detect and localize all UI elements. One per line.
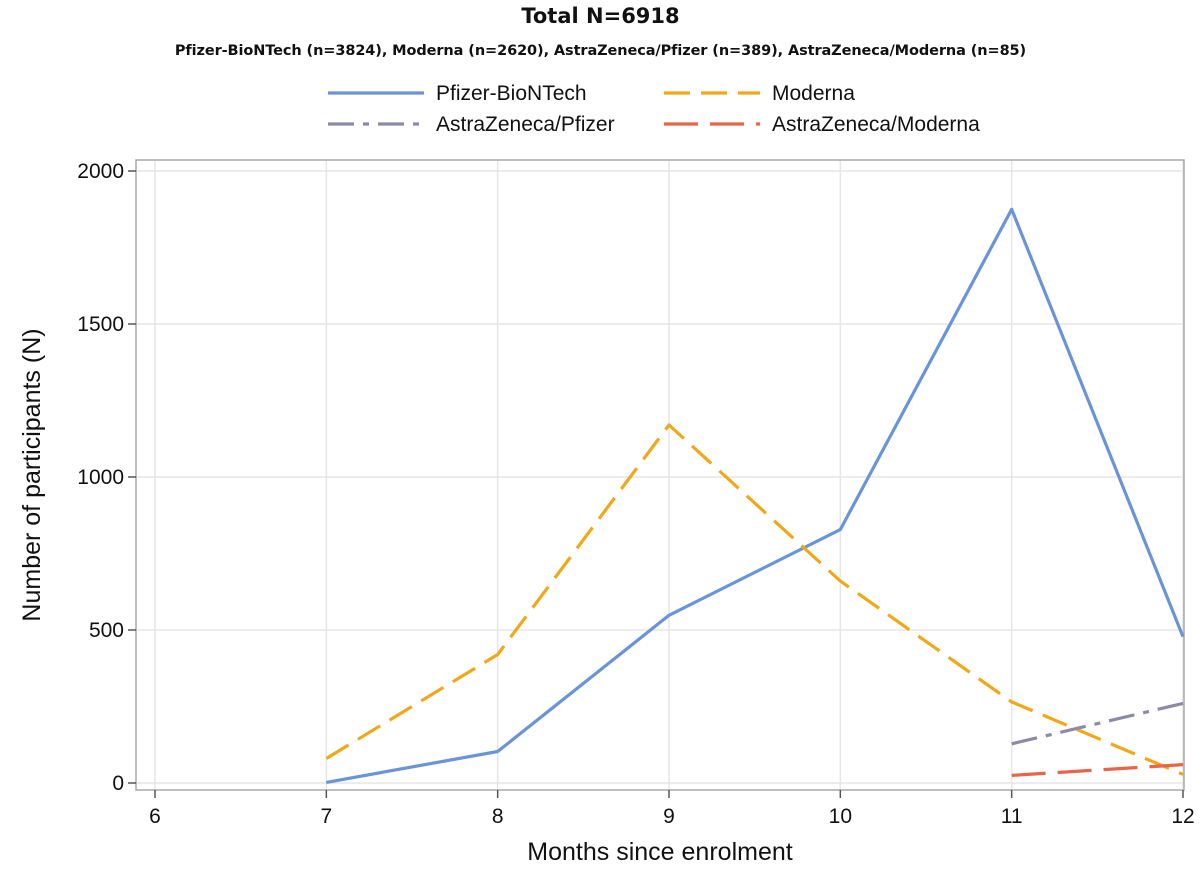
- series-line-moderna: [325, 423, 1184, 776]
- y-tick-label: 0: [112, 772, 124, 795]
- x-tick-label: 7: [320, 805, 332, 828]
- y-tick-label: 1500: [77, 313, 124, 336]
- legend-label: AstraZeneca/Pfizer: [436, 113, 615, 136]
- x-axis-label: Months since enrolment: [527, 838, 792, 866]
- x-tick-label: 11: [1001, 805, 1023, 828]
- legend-label: AstraZeneca/Moderna: [772, 113, 980, 136]
- series-line-astrazeneca-pfizer: [1011, 701, 1184, 746]
- series-lines: [325, 207, 1185, 784]
- chart-title: Total N=6918: [521, 4, 680, 28]
- y-tick-label: 500: [89, 619, 124, 642]
- y-tick-label: 2000: [77, 160, 124, 183]
- y-axis-label: Number of participants (N): [18, 328, 46, 621]
- x-tick-label: 10: [829, 805, 852, 828]
- axes: 6 7 8 9 10 11 12 0 500 1000 1500 2000: [77, 160, 1194, 828]
- x-tick-label: 6: [149, 805, 161, 828]
- plot-frame: [135, 159, 1185, 791]
- x-tick-label: 8: [492, 805, 504, 828]
- chart-subtitle: Pfizer-BioNTech (n=3824), Moderna (n=262…: [174, 43, 1027, 59]
- y-tick-label: 1000: [77, 466, 124, 489]
- x-tick-label: 12: [1171, 805, 1194, 828]
- legend-label: Moderna: [772, 82, 855, 105]
- series-line-pfizer-biontech: [326, 207, 1185, 784]
- legend-label: Pfizer-BioNTech: [436, 82, 587, 105]
- x-tick-label: 9: [663, 805, 675, 828]
- grid: [136, 160, 1184, 790]
- series-line-astrazeneca-moderna: [1011, 763, 1184, 777]
- legend: Pfizer-BioNTech Moderna AstraZeneca/Pfizer…: [328, 82, 980, 136]
